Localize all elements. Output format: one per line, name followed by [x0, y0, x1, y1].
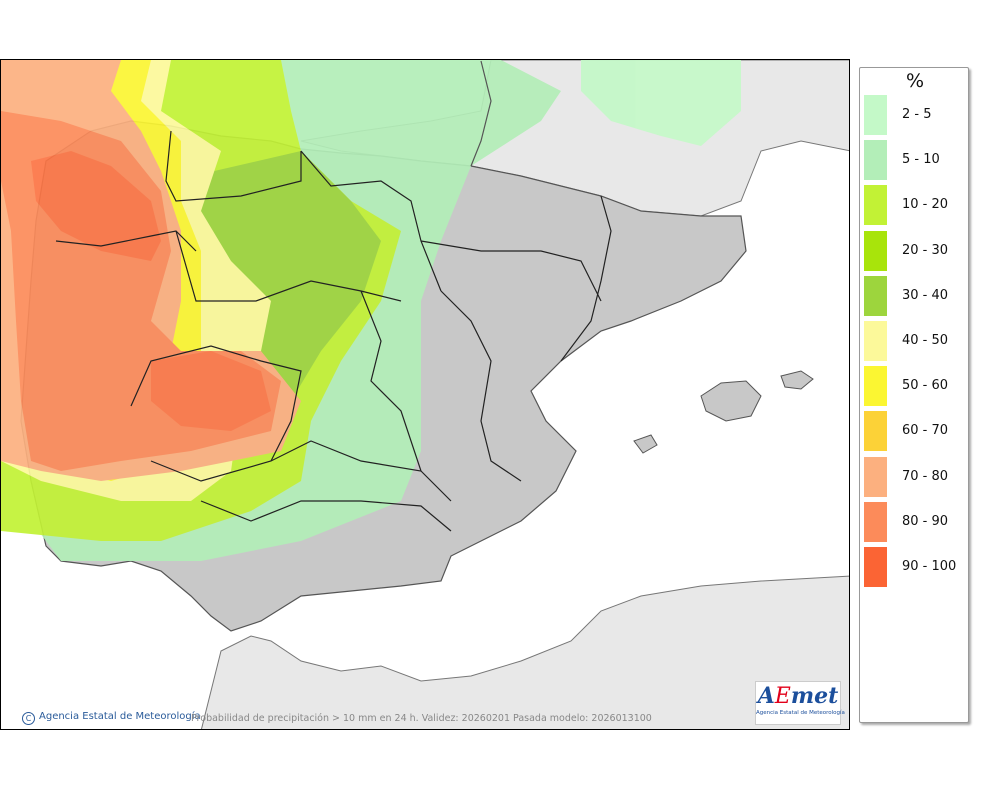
legend-swatch — [864, 501, 887, 542]
legend-swatch — [864, 321, 887, 361]
legend-label: 5 - 10 — [902, 152, 940, 168]
agency-credit: C Agencia Estatal de Meteorología — [22, 711, 201, 725]
legend-title: % — [905, 70, 925, 92]
copyright-icon: C — [22, 712, 35, 725]
mallorca — [700, 380, 762, 422]
legend-label: 50 - 60 — [902, 378, 949, 394]
legend-item: 60 - 70 — [864, 411, 964, 452]
legend-swatch — [864, 366, 887, 407]
legend-item: 50 - 60 — [864, 366, 964, 407]
legend-panel: % 2 - 5 5 - 10 10 - 20 20 - 30 30 - 40 40 - 5… — [859, 67, 969, 723]
africa-land — [200, 575, 849, 729]
legend-item: 2 - 5 — [864, 95, 964, 135]
legend-item: 5 - 10 — [864, 140, 964, 181]
agency-name: Agencia Estatal de Meteorología — [39, 711, 201, 722]
legend-label: 20 - 30 — [902, 242, 949, 258]
map-canvas — [1, 60, 849, 729]
legend-item: 10 - 20 — [864, 185, 964, 226]
legend-item: 90 - 100 — [864, 547, 964, 587]
legend-label: 2 - 5 — [902, 107, 932, 122]
legend-swatch — [864, 275, 887, 316]
legend-swatch — [864, 547, 887, 587]
legend-label: 40 - 50 — [902, 333, 949, 348]
map-caption: Probabilidad de precipitación > 10 mm en… — [191, 713, 652, 724]
legend-item: 80 - 90 — [864, 501, 964, 542]
region-borders — [55, 60, 612, 532]
legend-swatch — [864, 140, 887, 181]
legend-label: 70 - 80 — [902, 468, 949, 484]
menorca — [780, 370, 814, 390]
legend-swatch — [864, 456, 887, 497]
legend-swatch — [864, 230, 887, 271]
ibiza — [633, 434, 658, 454]
logo-text: AEmet — [757, 683, 839, 709]
legend-label: 80 - 90 — [902, 513, 949, 529]
legend-label: 90 - 100 — [902, 559, 957, 574]
legend-swatch — [864, 95, 887, 135]
legend-label: 30 - 40 — [902, 287, 949, 303]
legend-swatch — [864, 185, 887, 226]
legend-label: 60 - 70 — [902, 423, 949, 439]
probability-map — [0, 59, 850, 730]
legend-label: 10 - 20 — [902, 197, 949, 213]
aemet-logo: AEmet Agencia Estatal de Meteorología — [755, 681, 845, 725]
logo-subtitle: Agencia Estatal de Meteorología — [756, 710, 845, 716]
legend-item: 70 - 80 — [864, 456, 964, 497]
legend-item: 30 - 40 — [864, 275, 964, 316]
legend-swatch — [864, 411, 887, 452]
legend-item: 20 - 30 — [864, 230, 964, 271]
legend-item: 40 - 50 — [864, 321, 964, 361]
